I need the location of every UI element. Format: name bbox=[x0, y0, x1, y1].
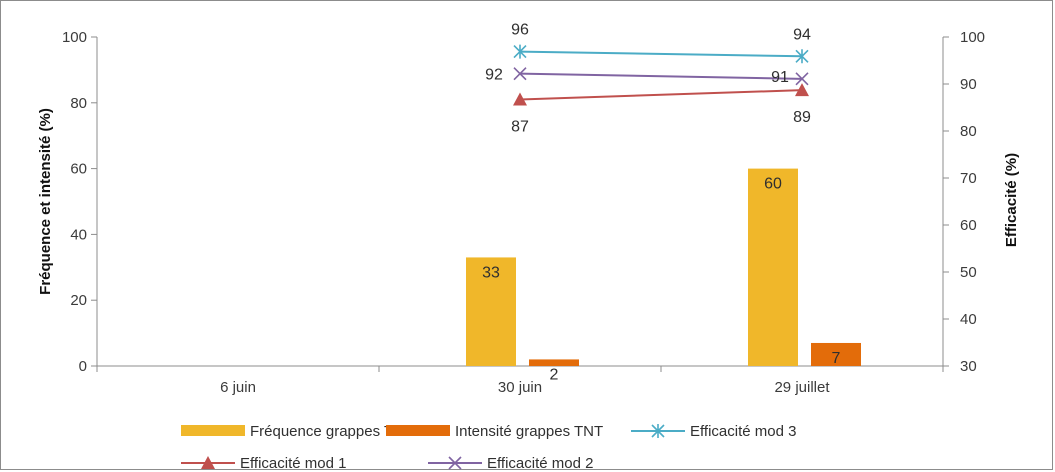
marker-star bbox=[513, 44, 527, 59]
bar-data-label: 60 bbox=[764, 176, 782, 193]
line-data-label: 87 bbox=[511, 119, 529, 136]
marker-triangle bbox=[795, 83, 809, 97]
legend-label: Efficacité mod 2 bbox=[487, 455, 593, 472]
legend-item: Fréquence grappes TNT bbox=[181, 423, 413, 440]
x-tick-label: 6 juin bbox=[220, 379, 256, 396]
bar bbox=[466, 257, 516, 366]
legend-label: Efficacité mod 3 bbox=[690, 423, 796, 440]
bar bbox=[529, 359, 579, 366]
right-tick-label: 90 bbox=[960, 76, 977, 93]
left-tick-label: 0 bbox=[79, 358, 87, 375]
bar bbox=[748, 168, 798, 366]
line-data-label: 96 bbox=[511, 22, 529, 39]
bar-data-label: 33 bbox=[482, 264, 500, 281]
left-axis-title: Fréquence et intensité (%) bbox=[37, 108, 54, 295]
marker-x bbox=[448, 456, 462, 470]
bar bbox=[811, 342, 861, 366]
legend-item: Efficacité mod 3 bbox=[631, 423, 796, 440]
marker-x bbox=[795, 72, 809, 86]
right-tick-label: 30 bbox=[960, 358, 977, 375]
legend-swatch bbox=[386, 425, 450, 436]
right-tick-label: 40 bbox=[960, 311, 977, 328]
left-tick-label: 20 bbox=[70, 292, 87, 309]
marker-star bbox=[651, 424, 665, 438]
series-line bbox=[519, 89, 803, 101]
legend-swatch bbox=[181, 425, 245, 436]
bar-data-label: 7 bbox=[832, 350, 841, 367]
right-tick-label: 80 bbox=[960, 123, 977, 140]
right-tick-label: 70 bbox=[960, 170, 977, 187]
legend-label: Efficacité mod 1 bbox=[240, 455, 346, 472]
legend-label: Intensité grappes TNT bbox=[455, 423, 603, 440]
right-tick-label: 100 bbox=[960, 29, 985, 46]
x-tick-label: 30 juin bbox=[498, 379, 542, 396]
marker-triangle bbox=[201, 456, 215, 469]
legend-item: Efficacité mod 2 bbox=[428, 455, 593, 472]
left-tick-label: 60 bbox=[70, 161, 87, 178]
series-line bbox=[519, 72, 803, 80]
right-tick-label: 60 bbox=[960, 217, 977, 234]
line-data-label: 89 bbox=[793, 109, 811, 126]
left-tick-label: 80 bbox=[70, 95, 87, 112]
series-line bbox=[519, 50, 803, 58]
right-axis-title: Efficacité (%) bbox=[1003, 153, 1020, 247]
line-data-label: 92 bbox=[485, 67, 503, 84]
legend-item: Intensité grappes TNT bbox=[386, 423, 603, 440]
right-tick-label: 50 bbox=[960, 264, 977, 281]
left-tick-label: 100 bbox=[62, 29, 87, 46]
marker-triangle bbox=[513, 92, 527, 106]
legend-label: Fréquence grappes TNT bbox=[250, 423, 413, 440]
left-tick-label: 40 bbox=[70, 226, 87, 243]
legend-item: Efficacité mod 1 bbox=[181, 455, 346, 472]
line-data-label: 94 bbox=[793, 26, 811, 43]
marker-star bbox=[795, 49, 809, 64]
marker-x bbox=[513, 67, 527, 81]
bar-data-label: 2 bbox=[550, 366, 559, 383]
x-tick-label: 29 juillet bbox=[774, 379, 830, 396]
line-data-label: 91 bbox=[771, 69, 789, 86]
